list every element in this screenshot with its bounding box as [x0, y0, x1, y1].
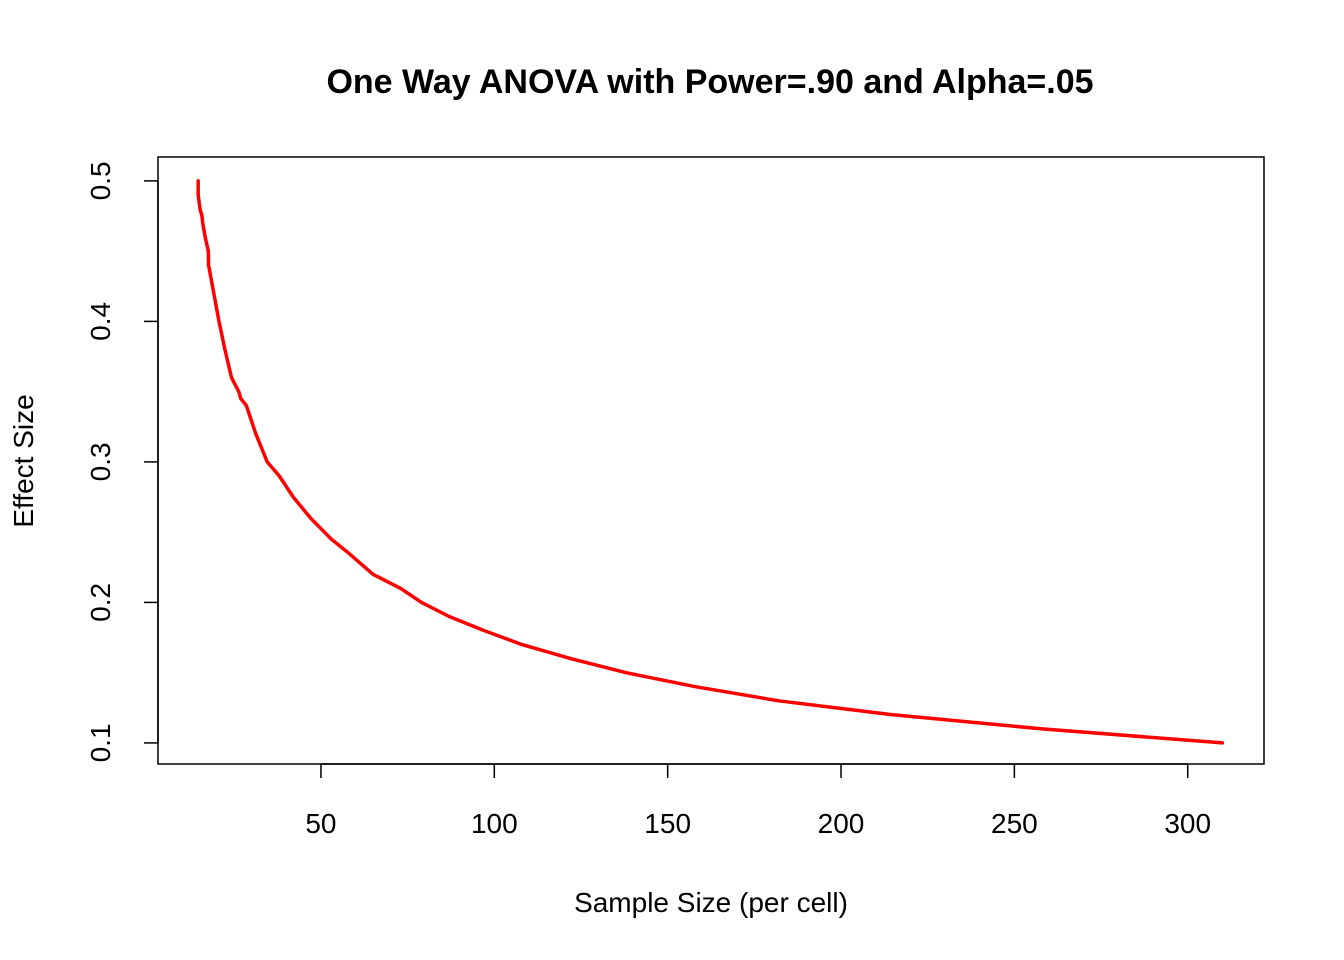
x-tick-label: 150	[644, 808, 691, 839]
x-tick-label: 200	[818, 808, 865, 839]
y-tick-label: 0.3	[85, 442, 116, 481]
x-axis-label: Sample Size (per cell)	[574, 887, 848, 918]
y-axis-label: Effect Size	[8, 394, 39, 527]
series-line	[196, 179, 1225, 745]
plot-frame	[157, 156, 1265, 765]
y-tick-label: 0.5	[85, 161, 116, 200]
y-tick-label: 0.4	[85, 302, 116, 341]
x-tick-label: 300	[1164, 808, 1211, 839]
x-tick-label: 100	[471, 808, 518, 839]
y-tick-label: 0.2	[85, 583, 116, 622]
chart-title: One Way ANOVA with Power=.90 and Alpha=.…	[326, 63, 1093, 101]
x-axis: 50 100 150 200 250 300	[305, 763, 1211, 839]
x-tick-label: 50	[305, 808, 336, 839]
y-tick-label: 0.1	[85, 723, 116, 762]
y-axis: 0.1 0.2 0.3 0.4 0.5	[85, 161, 159, 762]
x-tick-label: 250	[991, 808, 1038, 839]
